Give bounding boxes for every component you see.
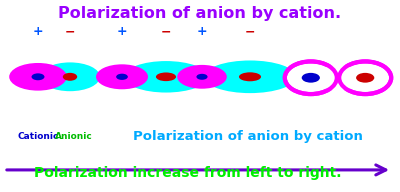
Text: −: − [245,25,255,38]
Text: Cationic: Cationic [17,132,59,141]
Ellipse shape [32,73,44,80]
Ellipse shape [9,63,67,91]
Ellipse shape [156,72,176,81]
Ellipse shape [356,73,374,83]
Ellipse shape [40,62,100,91]
Text: Polarization increase from left to right.: Polarization increase from left to right… [34,166,342,180]
Ellipse shape [196,74,208,80]
Ellipse shape [116,74,128,80]
Text: −: − [161,25,171,38]
Ellipse shape [63,73,77,81]
Ellipse shape [239,72,261,81]
Ellipse shape [177,65,227,89]
Ellipse shape [96,64,148,89]
Text: +: + [117,25,127,38]
Text: +: + [33,25,43,38]
Text: Anionic: Anionic [55,132,93,141]
Text: Polarization of anion by cation.: Polarization of anion by cation. [58,6,342,21]
Ellipse shape [318,65,358,91]
Ellipse shape [302,73,320,83]
Ellipse shape [339,61,391,94]
Text: Polarization of anion by cation: Polarization of anion by cation [133,130,363,143]
Text: +: + [197,25,207,38]
Text: −: − [65,25,75,38]
Ellipse shape [285,61,337,94]
Ellipse shape [124,61,208,93]
Ellipse shape [204,60,296,93]
